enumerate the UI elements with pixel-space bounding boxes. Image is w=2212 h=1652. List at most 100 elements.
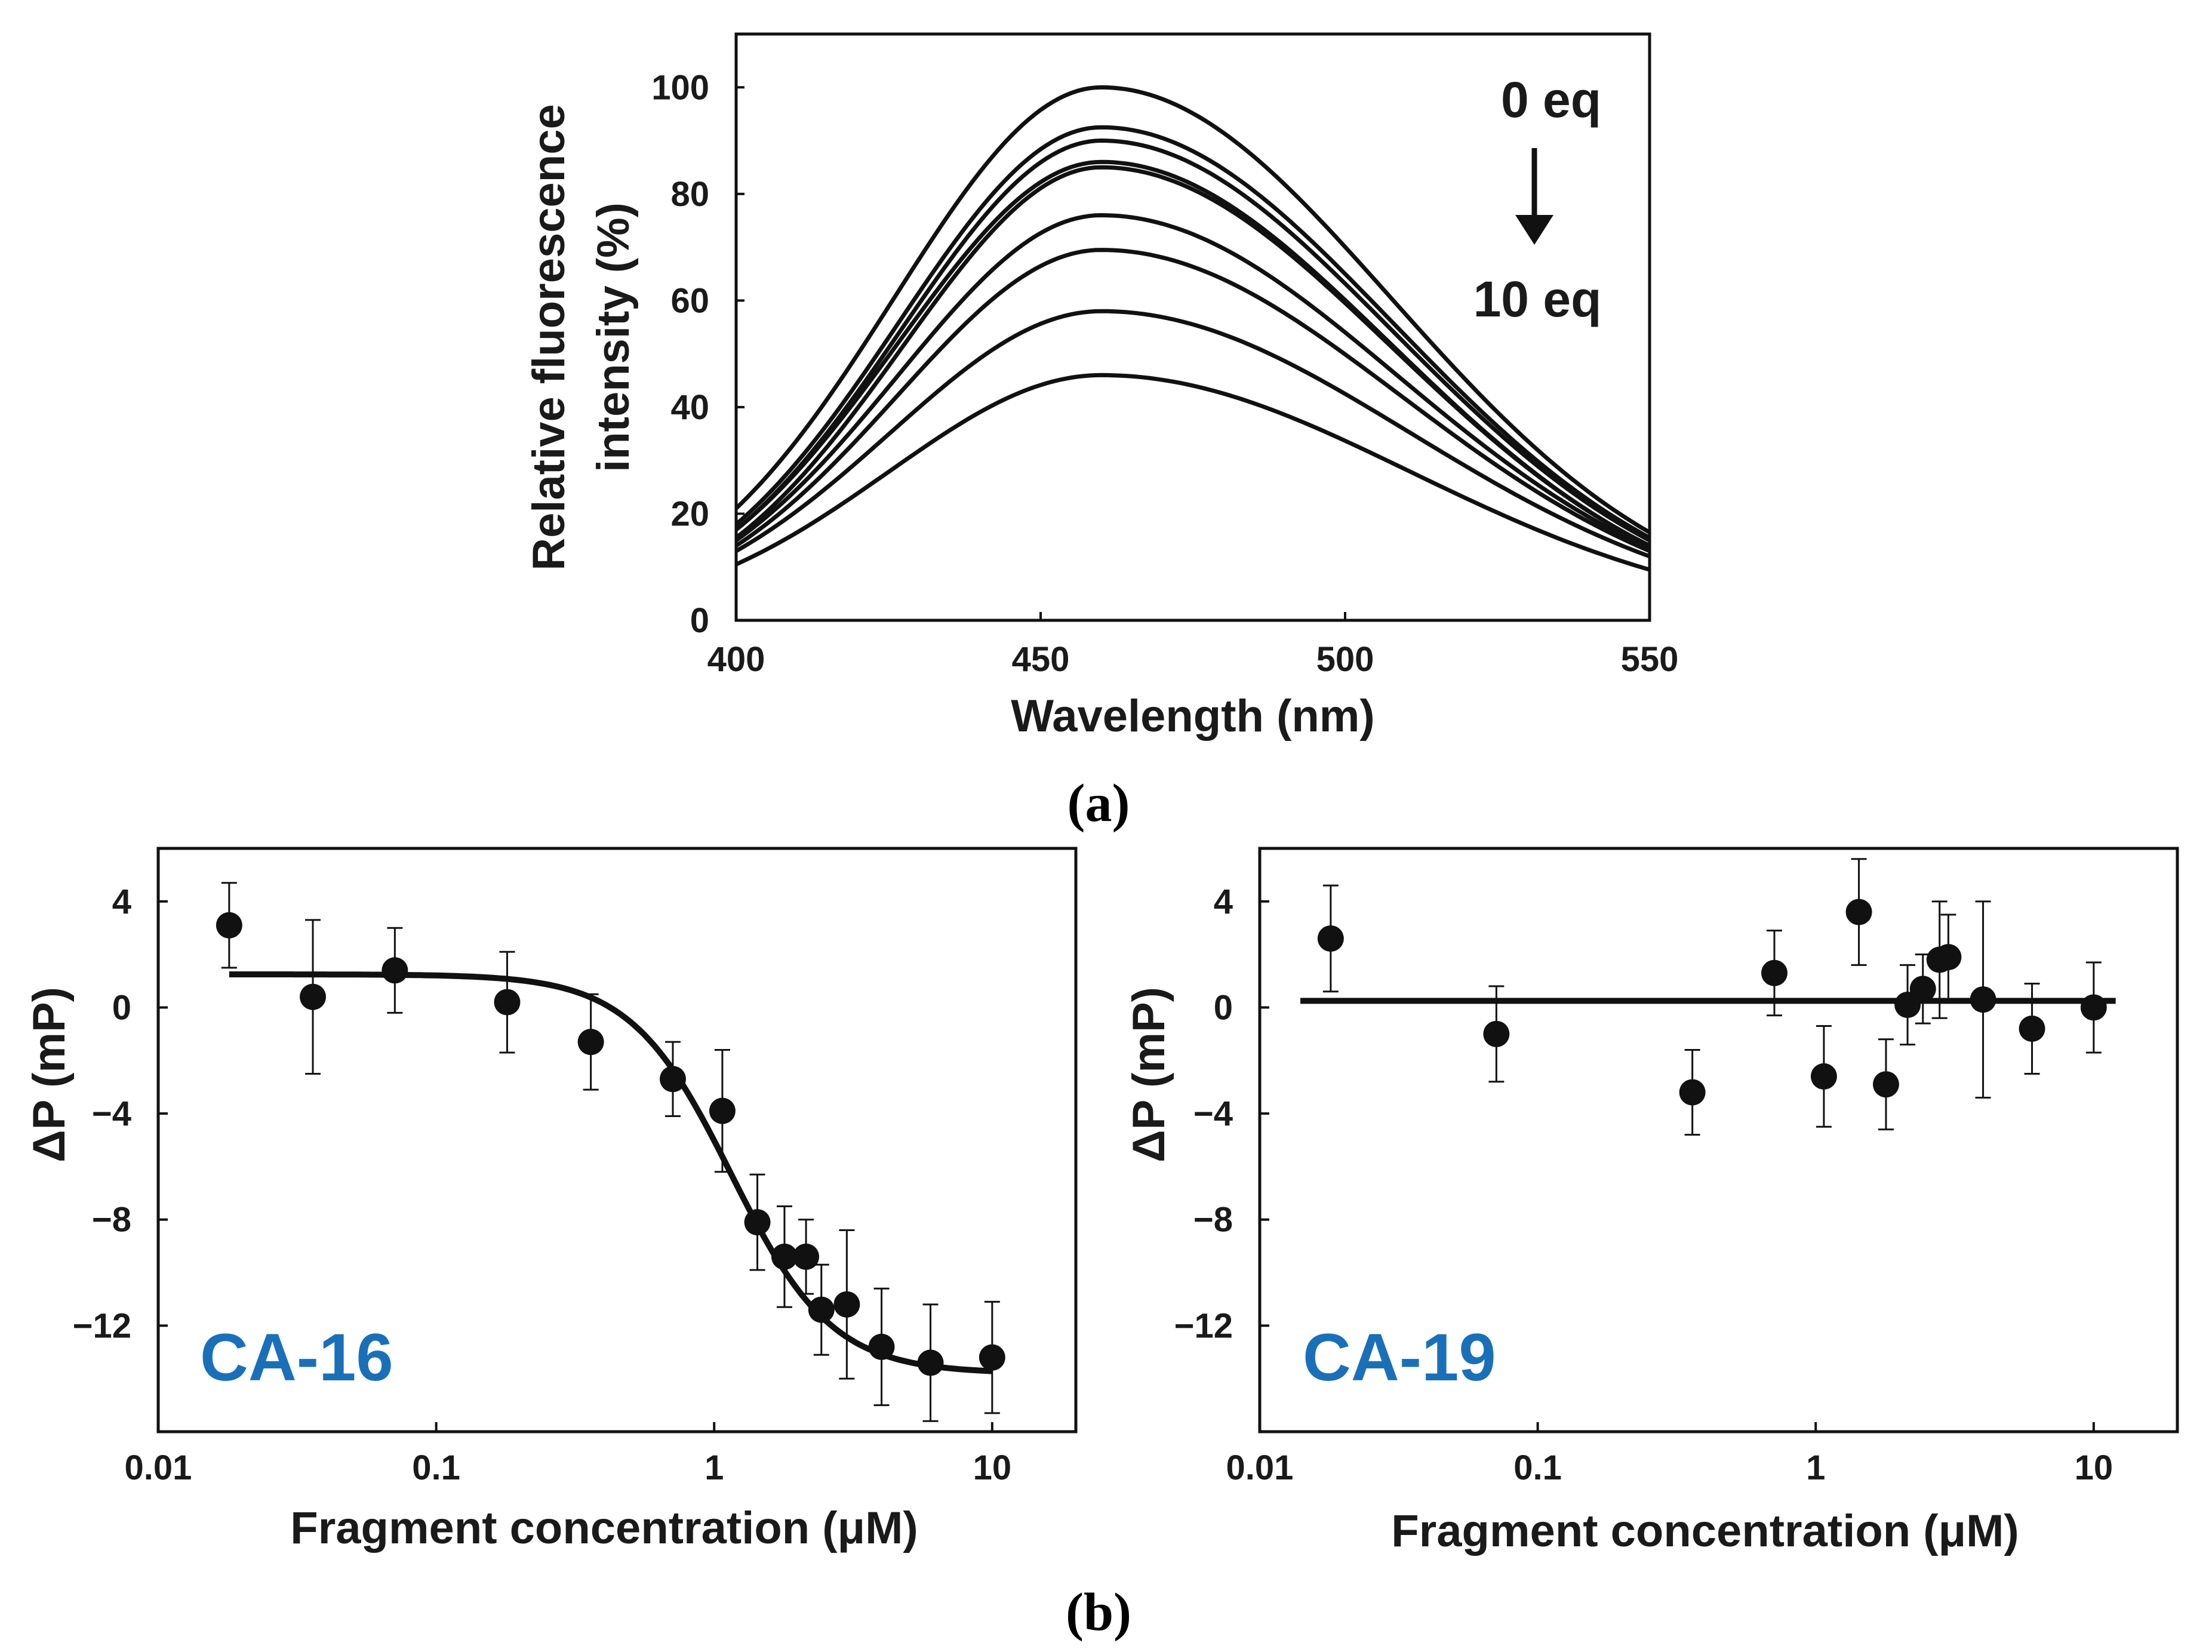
ca16-marker: [868, 1333, 895, 1360]
ca19-y-tick-label: 0: [1214, 988, 1233, 1027]
ca19-x-tick-label: 0.1: [1513, 1448, 1562, 1487]
annotation-0-eq: 0 eq: [1501, 72, 1601, 128]
ca16-y-tick-label: −12: [73, 1306, 131, 1345]
ca19-marker: [1317, 925, 1344, 952]
ca16-data-point: [979, 1300, 1005, 1414]
ca19-x-ticks: 0.01 0.1 1 10: [1226, 1422, 2113, 1487]
spectrum-line-7: [735, 309, 1651, 559]
ca19-x-tick-label: 10: [2075, 1448, 2113, 1487]
spectra-y-tick-label: 0: [690, 601, 709, 640]
spectrum-line-2: [734, 138, 1651, 543]
ca19-data-point: [1810, 1025, 1837, 1128]
ca16-data-point: [744, 1173, 771, 1271]
ca19-marker: [1970, 986, 1996, 1013]
ca16-marker: [771, 1243, 798, 1270]
ca16-data-point: [793, 1219, 820, 1295]
ca16-data-point: [868, 1287, 895, 1407]
spectra-y-tick-label: 100: [651, 68, 709, 107]
spectra-x-tick-label: 500: [1316, 640, 1374, 679]
ca19-marker: [1679, 1079, 1706, 1106]
ca16-data-point: [382, 927, 408, 1014]
spectra-x-ticks: 400 450 500 550: [707, 612, 1678, 679]
annotation-10-eq: 10 eq: [1473, 271, 1602, 327]
ca16-plot-frame: [156, 847, 1078, 1433]
spectra-x-axis-title: Wavelength (nm): [1011, 691, 1374, 742]
ca16-x-tick-label: 0.01: [125, 1448, 192, 1487]
ca16-y-tick-label: 4: [112, 882, 131, 921]
ca19-marker: [1935, 944, 1962, 971]
ca16-data-point: [659, 1041, 686, 1118]
ca19-y-tick-label: −4: [1193, 1094, 1233, 1133]
spectrum-line-4: [734, 165, 1651, 548]
ca16-data-point: [494, 950, 521, 1054]
ca19-plot-frame: [1258, 847, 2179, 1433]
spectra-y-tick-label: 80: [670, 175, 709, 214]
spectra-x-tick-label: 450: [1012, 640, 1070, 679]
ca16-y-tick-label: −4: [92, 1094, 131, 1133]
panel-label-a: (a): [1067, 774, 1130, 833]
ca16-data-point: [917, 1303, 944, 1422]
ca19-data-point: [1970, 900, 1996, 1099]
spectra-curves: [734, 85, 1651, 572]
ca19-data-point: [2080, 961, 2107, 1054]
spectrum-line-8: [735, 373, 1650, 572]
ca16-marker: [744, 1209, 771, 1236]
ca19-x-axis-title: Fragment concentration (μM): [1391, 1506, 2019, 1556]
ca16-x-tick-label: 1: [704, 1448, 724, 1487]
ca19-data-point: [1317, 884, 1344, 993]
arrow-head-icon: [1515, 215, 1553, 245]
ca16-y-ticks: 4 0 −4 −8 −12: [73, 882, 168, 1345]
ca19-marker: [1483, 1020, 1510, 1047]
ca16-y-tick-label: 0: [112, 988, 131, 1027]
ca16-marker: [917, 1349, 944, 1376]
spectrum-line-1: [734, 125, 1651, 540]
ca16-x-ticks: 0.01 0.1 1 10: [125, 1422, 1011, 1487]
ca16-marker: [300, 983, 327, 1010]
spectra-y-tick-label: 60: [670, 281, 709, 320]
spectrum-line-6: [735, 248, 1651, 553]
ca19-data-point: [1483, 985, 1510, 1083]
spectra-y-ticks: 0 20 40 60 80 100: [651, 68, 744, 640]
ca16-marker: [659, 1066, 686, 1093]
ca16-y-axis-title: ΔP (mP): [24, 987, 75, 1162]
ca16-marker: [793, 1243, 820, 1270]
ca16-marker: [979, 1344, 1005, 1371]
ca16-data-point: [300, 919, 327, 1075]
ca19-data-point: [2019, 982, 2045, 1075]
spectra-y-axis-title-line2: intensity (%): [588, 202, 639, 472]
spectrum-line-5: [734, 213, 1651, 550]
ca19-data-point: [1761, 930, 1788, 1017]
ca19-y-tick-label: −8: [1193, 1201, 1233, 1239]
ca16-marker: [833, 1291, 860, 1318]
ca16-marker: [216, 912, 242, 939]
spectrum-line-0: [734, 85, 1651, 534]
ca19-compound-label: CA-19: [1303, 1320, 1496, 1395]
ca19-marker: [1761, 959, 1788, 986]
ca19-data-point: [1679, 1049, 1706, 1136]
ca19-chart: 0.01 0.1 1 10 4 0 −4 −8 −12 Fragment concentrat…: [1124, 847, 2179, 1556]
ca16-marker: [494, 989, 521, 1016]
ca19-marker: [2019, 1015, 2045, 1042]
spectra-x-tick-label: 400: [707, 640, 765, 679]
ca16-data-point: [216, 882, 242, 969]
ca16-fit-path: [229, 971, 993, 1374]
ca19-marker: [1909, 976, 1936, 1002]
ca16-data-points: [216, 882, 1005, 1422]
spectra-y-axis-title-line1: Relative fluorescence: [524, 104, 574, 571]
ca19-data-point: [1909, 953, 1936, 1025]
ca16-y-tick-label: −8: [92, 1201, 131, 1239]
ca16-data-point: [833, 1229, 860, 1380]
ca19-marker: [2080, 994, 2107, 1021]
ca16-data-point: [577, 993, 604, 1091]
ca19-data-point: [1872, 1038, 1899, 1131]
ca19-x-tick-label: 0.01: [1226, 1448, 1294, 1487]
spectra-y-tick-label: 40: [670, 388, 709, 427]
ca19-y-tick-label: −12: [1174, 1306, 1233, 1345]
ca16-data-point: [808, 1263, 835, 1356]
ca16-x-tick-label: 0.1: [412, 1448, 460, 1487]
ca16-data-point: [709, 1049, 736, 1173]
ca16-marker: [577, 1029, 604, 1056]
ca16-marker: [382, 957, 408, 984]
